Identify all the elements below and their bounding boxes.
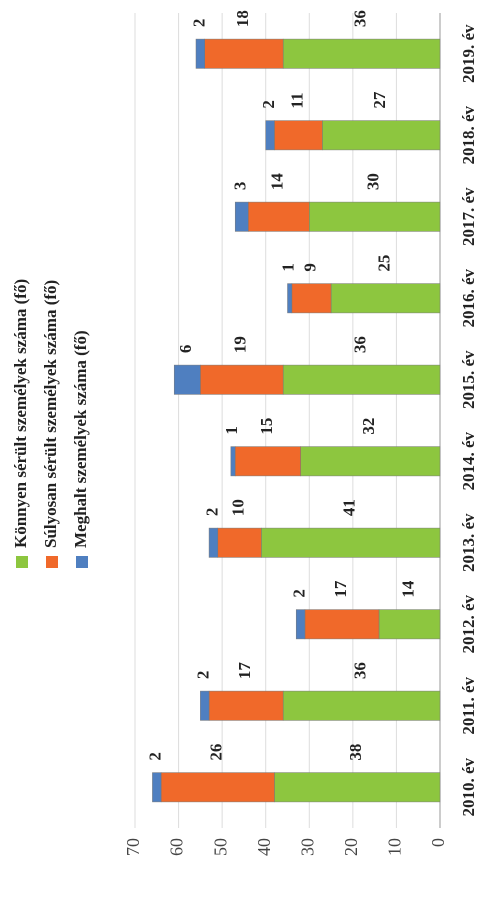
bar-segment: [200, 364, 284, 395]
data-label: 2: [259, 100, 278, 109]
y-tick-label: 70: [123, 838, 143, 856]
y-tick-label: 50: [210, 838, 230, 856]
data-label: 26: [207, 744, 226, 761]
x-tick-label: 2014. év: [459, 431, 478, 490]
y-tick-label: 60: [167, 838, 187, 856]
y-tick-label: 40: [254, 838, 274, 856]
bar-segment: [291, 283, 332, 314]
bar-segment: [378, 609, 441, 640]
bar-segment: [304, 609, 380, 640]
data-label: 38: [346, 744, 365, 761]
x-tick-label: 2017. év: [459, 187, 478, 246]
data-label: 18: [233, 10, 252, 27]
data-label: 19: [231, 336, 250, 353]
bar-segment: [234, 446, 301, 477]
data-label: 36: [350, 662, 369, 679]
legend-swatch: [16, 556, 28, 568]
data-label: 30: [364, 173, 383, 190]
x-tick-label: 2019. év: [459, 24, 478, 83]
data-label: 32: [359, 418, 378, 435]
bar-segment: [330, 283, 441, 314]
legend-label: Súlyosan sérült személyek száma (fő): [41, 280, 60, 548]
x-tick-label: 2010. év: [459, 757, 478, 816]
data-label: 2: [194, 671, 213, 680]
y-tick-label: 20: [341, 838, 361, 856]
data-label: 15: [257, 418, 276, 435]
data-label: 14: [398, 580, 417, 598]
bar-segment: [300, 446, 441, 477]
data-label: 2: [202, 508, 221, 516]
bar-segment: [295, 609, 306, 640]
bar-segment: [230, 446, 236, 477]
data-label: 25: [374, 255, 393, 272]
bar-segment: [274, 772, 441, 803]
bar-segment: [217, 527, 262, 558]
bar-segment: [265, 120, 275, 151]
bar-segment: [274, 120, 323, 151]
y-tick-label: 10: [385, 838, 405, 856]
data-label: 2: [189, 19, 208, 28]
bar-segment: [160, 772, 275, 803]
bar-segment: [204, 38, 284, 69]
data-label: 27: [370, 91, 389, 109]
bar-segment: [261, 527, 441, 558]
bar-segment: [234, 201, 249, 232]
data-label: 9: [300, 263, 319, 272]
y-tick-label: 0: [428, 838, 448, 847]
legend-label: Meghalt személyek száma (fő): [71, 330, 90, 548]
bar-segment: [287, 283, 293, 314]
data-label: 6: [176, 345, 195, 354]
bar-segment: [282, 690, 441, 721]
y-tick-label: 30: [297, 838, 317, 856]
bar-segment: [282, 38, 441, 69]
data-label: 2: [146, 752, 165, 761]
x-tick-label: 2012. év: [459, 594, 478, 653]
data-label: 17: [235, 662, 254, 680]
bar-segment: [208, 690, 284, 721]
bar-segment: [322, 120, 441, 151]
bar-segment: [152, 772, 162, 803]
bar-segment: [200, 690, 210, 721]
bar-segment: [208, 527, 219, 558]
data-label: 11: [287, 93, 306, 109]
data-label: 14: [268, 173, 287, 191]
data-label: 17: [331, 580, 350, 598]
data-label: 3: [231, 182, 250, 191]
legend-label: Könnyen sérült személyek száma (fő): [11, 279, 30, 548]
bar-segment: [248, 201, 310, 232]
data-label: 1: [279, 263, 298, 272]
data-label: 10: [228, 499, 247, 516]
data-label: 36: [350, 10, 369, 27]
legend-swatch: [46, 556, 58, 568]
data-label: 1: [222, 426, 241, 435]
data-label: 36: [350, 336, 369, 353]
x-tick-label: 2013. év: [459, 513, 478, 572]
x-tick-label: 2016. év: [459, 268, 478, 327]
bar-segment: [282, 364, 441, 395]
bar-segment: [309, 201, 441, 232]
bar-segment: [195, 38, 205, 69]
legend-swatch: [76, 556, 88, 568]
x-tick-label: 2015. év: [459, 350, 478, 409]
x-tick-label: 2011. év: [459, 676, 478, 734]
bar-segment: [173, 364, 201, 395]
data-label: 41: [340, 499, 359, 516]
data-label: 2: [289, 589, 308, 598]
x-tick-label: 2018. év: [459, 105, 478, 164]
